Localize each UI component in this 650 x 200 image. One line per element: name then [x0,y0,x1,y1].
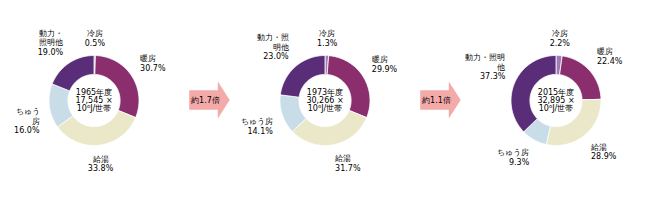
svg-text:給湯31.7%: 給湯31.7% [334,154,361,173]
svg-text:冷房0.5%: 冷房0.5% [85,29,106,48]
svg-text:動力・照明他37.3%: 動力・照明他37.3% [465,53,505,81]
svg-text:ちゅう房16.0%: ちゅう房16.0% [14,107,40,135]
svg-text:約1.1倍: 約1.1倍 [422,96,451,105]
svg-text:動力・照明他23.0%: 動力・照明他23.0% [257,33,289,61]
svg-text:ちゅう房14.1%: ちゅう房14.1% [241,117,273,136]
svg-text:暖房30.7%: 暖房30.7% [140,54,166,73]
svg-text:ちゅう房9.3%: ちゅう房9.3% [497,148,529,167]
svg-text:暖房29.9%: 暖房29.9% [372,55,398,74]
svg-text:1965年度17,545 ×10⁶J/世帯: 1965年度17,545 ×10⁶J/世帯 [75,88,112,113]
svg-text:2015年度32,895 ×10⁶J/世帯: 2015年度32,895 ×10⁶J/世帯 [537,88,574,113]
svg-text:動力・照明他19.0%: 動力・照明他19.0% [38,29,64,57]
svg-text:約1.7倍: 約1.7倍 [191,96,220,105]
svg-text:冷房2.2%: 冷房2.2% [550,29,571,48]
svg-text:冷房1.3%: 冷房1.3% [317,29,338,48]
svg-text:給湯28.9%: 給湯28.9% [590,143,617,162]
svg-text:1973年度30,266 ×10⁶J/世帯: 1973年度30,266 ×10⁶J/世帯 [306,88,343,113]
svg-text:暖房22.4%: 暖房22.4% [597,47,623,66]
svg-text:給湯33.8%: 給湯33.8% [88,155,114,174]
